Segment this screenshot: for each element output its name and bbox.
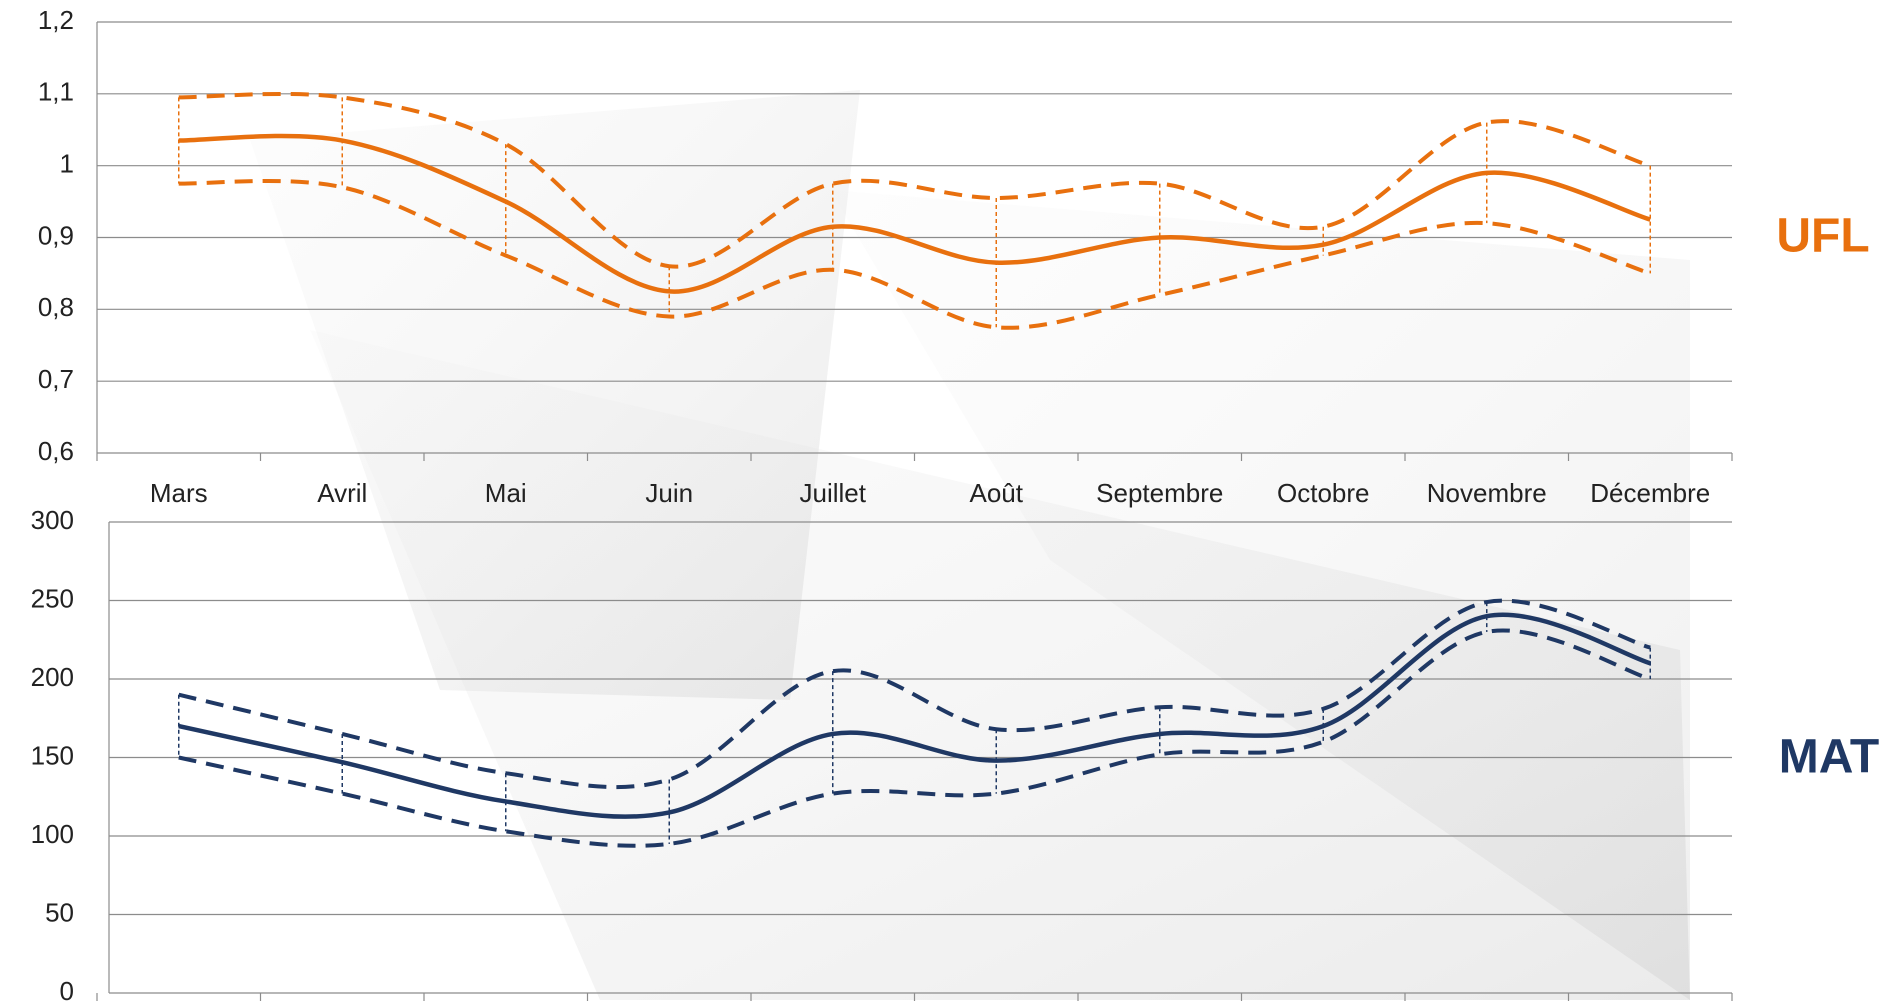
x-tick-label: Septembre — [1096, 478, 1223, 508]
x-tick-label: Mars — [150, 478, 208, 508]
background-shapes — [250, 90, 1690, 1000]
x-tick-label: Juillet — [800, 478, 867, 508]
y-tick-label: 100 — [31, 819, 74, 849]
chart-label: MAT — [1779, 731, 1879, 784]
y-tick-label: 1,2 — [38, 5, 74, 35]
y-tick-label: 250 — [31, 583, 74, 613]
y-tick-label: 0 — [60, 976, 74, 1005]
y-tick-label: 1 — [60, 149, 74, 179]
y-tick-label: 300 — [31, 505, 74, 535]
y-tick-label: 50 — [45, 897, 74, 927]
y-tick-label: 0,7 — [38, 364, 74, 394]
x-tick-label: Novembre — [1427, 478, 1547, 508]
y-tick-label: 200 — [31, 662, 74, 692]
y-tick-label: 1,1 — [38, 77, 74, 107]
x-tick-label: Juin — [645, 478, 693, 508]
chart: 0,6 0,7 0,8 0,9 1 1,1 1,2 Mars Avril Mai Juin Juill… — [0, 0, 1899, 1005]
x-tick-label: Mai — [485, 478, 527, 508]
chart-label: UFL — [1776, 210, 1869, 263]
y-tick-label: 0,9 — [38, 220, 74, 250]
y-tick-label: 0,6 — [38, 436, 74, 466]
y-tick-label: 0,8 — [38, 292, 74, 322]
x-tick-label: Avril — [317, 478, 367, 508]
x-tick-label: Décembre — [1590, 478, 1710, 508]
x-tick-label: Octobre — [1277, 478, 1370, 508]
x-tick-label: Août — [970, 478, 1024, 508]
y-tick-label: 150 — [31, 740, 74, 770]
